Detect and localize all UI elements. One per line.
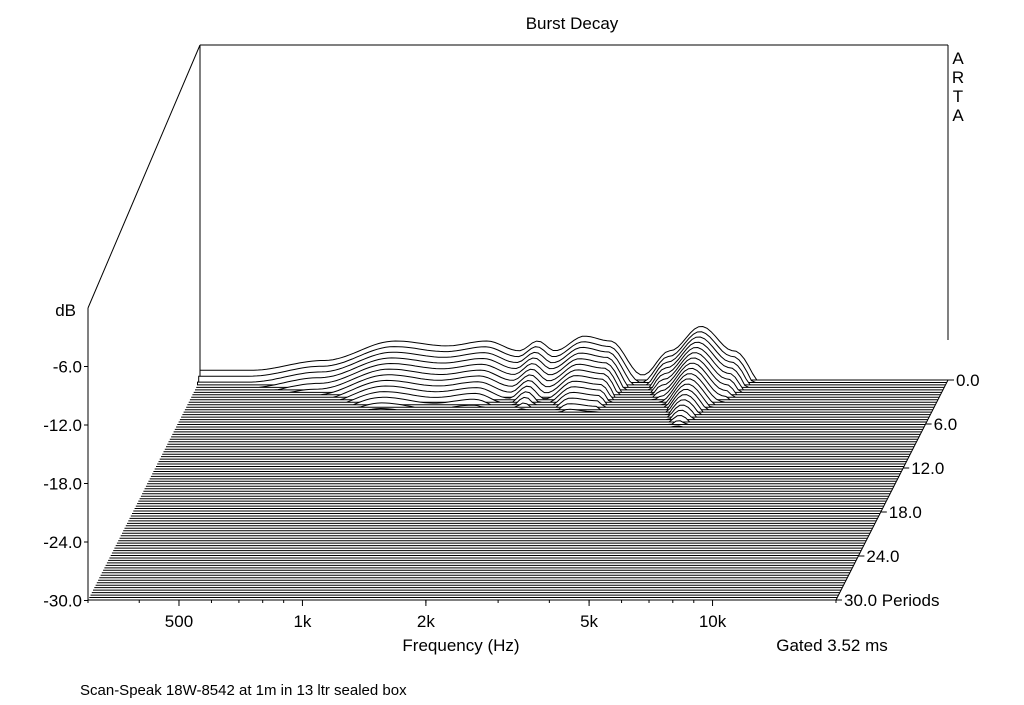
z-tick-label: 30.0 Periods <box>844 591 939 610</box>
y-tick-label: -30.0 <box>43 592 82 611</box>
decay-slice <box>188 373 937 403</box>
decay-slice <box>182 399 931 416</box>
chart-caption: Scan-Speak 18W-8542 at 1m in 13 ltr seal… <box>80 682 407 699</box>
back-frame <box>87 44 949 380</box>
y-tick-label: -6.0 <box>53 358 82 377</box>
brand-letter: R <box>952 68 964 87</box>
chart-title: Burst Decay <box>526 14 619 33</box>
x-axis-ticks: 500 1k 2k 5k 10k <box>87 600 837 631</box>
brand-letter: A <box>952 106 964 125</box>
y-tick-label: -24.0 <box>43 533 82 552</box>
decay-slice <box>176 425 925 428</box>
z-tick-label: 18.0 <box>889 503 922 522</box>
y-tick-label: -12.0 <box>43 416 82 435</box>
x-axis-label: Frequency (Hz) <box>402 636 519 655</box>
brand-letter: T <box>953 87 963 106</box>
y-axis-ticks: -6.0 -12.0 -18.0 -24.0 -30.0 <box>43 358 88 611</box>
decay-slice <box>186 383 935 408</box>
x-tick-label: 1k <box>293 612 311 631</box>
front-frame <box>87 308 836 601</box>
decay-slice <box>178 414 927 423</box>
x-tick-label: 5k <box>580 612 598 631</box>
decay-slice <box>177 420 926 425</box>
z-tick-label: 24.0 <box>866 547 899 566</box>
brand-letter: A <box>952 49 964 68</box>
decay-slice <box>181 404 930 418</box>
x-tick-label: 2k <box>417 612 435 631</box>
z-axis-line <box>835 379 949 601</box>
decay-slice <box>179 409 928 421</box>
x-tick-label: 10k <box>699 612 727 631</box>
x-tick-label: 500 <box>165 612 193 631</box>
decay-slice <box>187 378 936 406</box>
z-tick-label: 12.0 <box>911 459 944 478</box>
z-axis-ticks: 0.0 6.0 12.0 18.0 24.0 30.0 Periods <box>835 371 980 610</box>
decay-slice <box>183 394 932 413</box>
gating-note: Gated 3.52 ms <box>776 636 888 655</box>
z-tick-label: 0.0 <box>956 371 980 390</box>
waterfall-slices <box>88 325 948 601</box>
y-tick-label: -18.0 <box>43 475 82 494</box>
y-axis-label: dB <box>55 301 76 320</box>
decay-slice <box>184 388 933 411</box>
z-tick-label: 6.0 <box>934 415 958 434</box>
